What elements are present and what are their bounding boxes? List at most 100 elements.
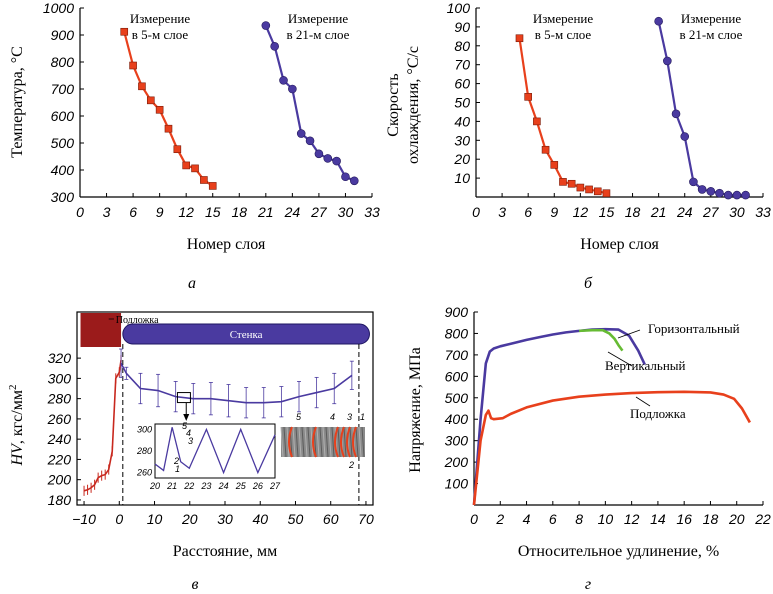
data-point	[550, 161, 559, 169]
annotation-line2: в 21-м слое	[680, 27, 743, 42]
x-tick-label: 3	[103, 204, 111, 220]
data-point	[732, 190, 742, 200]
series-line-1	[472, 327, 646, 506]
data-point	[305, 136, 315, 146]
y-tick-label: 200	[47, 472, 72, 488]
substrate-label: Подложка	[116, 315, 159, 326]
y-tick-label: 800	[51, 54, 75, 70]
x-tick-label: 12	[178, 204, 194, 220]
micrograph-texture	[361, 426, 365, 458]
y-tick-label: 300	[445, 433, 469, 449]
micrograph-line	[312, 426, 317, 458]
series-leader-3	[635, 396, 651, 407]
x-tick-label: 18	[703, 511, 719, 527]
series-line-2	[657, 20, 746, 197]
micrograph-texture	[337, 426, 341, 458]
data-point	[541, 145, 550, 154]
x-tick-label: 14	[650, 511, 666, 527]
inset-x-tick-label: 26	[252, 481, 263, 491]
micrograph-label: 5	[296, 412, 302, 422]
x-tick-label: 15	[599, 204, 615, 220]
y-tick-label: 180	[48, 492, 72, 508]
y-tick-label: 900	[445, 304, 469, 320]
data-point	[146, 96, 155, 105]
data-point	[663, 56, 672, 66]
data-point	[261, 21, 271, 30]
chart-c-hardness: −10 0 10 20 30 40 50 60 701802002202402602803003…	[7, 311, 374, 560]
wall-label: Стенка	[230, 329, 263, 341]
chart-a-temperature: 0 3 6 9 12 15 18 21 24 27 30 33 300 400 500 600 700 800 90…	[9, 0, 380, 253]
x-tick-label: 30	[729, 204, 745, 220]
y-tick-label: 900	[51, 27, 75, 43]
micrograph-texture	[283, 426, 287, 458]
x-tick-label: 12	[624, 511, 640, 527]
data-point	[129, 61, 137, 70]
data-point	[567, 179, 576, 188]
y-tick-label: 10	[454, 170, 470, 186]
data-point	[723, 190, 733, 200]
series-leader-2	[607, 351, 633, 367]
x-tick-label: 12	[573, 204, 589, 220]
y-tick-label: 700	[51, 81, 75, 97]
x-tick-label: 9	[550, 204, 558, 220]
y-tick-label: 800	[445, 325, 469, 341]
micrograph-texture	[280, 426, 284, 458]
y-tick-label: 40	[454, 113, 470, 129]
data-point	[155, 105, 164, 114]
data-point	[164, 124, 173, 133]
x-axis-label: Номер слоя	[187, 236, 266, 253]
x-axis-label: Расстояние, мм	[173, 543, 278, 560]
y-tick-label: 240	[47, 431, 72, 447]
series-label-2: Вертикальный	[605, 358, 686, 373]
micrograph-texture	[343, 426, 347, 458]
x-tick-label: 24	[676, 204, 693, 220]
data-point	[138, 82, 146, 91]
data-point	[296, 129, 306, 138]
x-tick-label: 22	[754, 511, 771, 527]
micrograph-line	[346, 426, 351, 458]
x-tick-label: 10	[147, 511, 163, 527]
data-point	[680, 132, 690, 141]
series-line-2	[264, 25, 355, 182]
data-point	[689, 177, 698, 187]
y-tick-label: 60	[454, 76, 470, 92]
x-tick-label: 21	[650, 204, 667, 220]
series-label-1: Горизонтальный	[648, 321, 740, 336]
x-tick-label: 21	[257, 204, 274, 220]
data-point	[314, 149, 324, 159]
inset-point-label: 1	[175, 464, 180, 474]
data-point	[200, 176, 208, 184]
y-tick-label: 600	[51, 108, 75, 124]
series-line-3	[472, 390, 751, 506]
data-point	[279, 76, 288, 85]
micrograph-texture	[319, 426, 323, 458]
data-point	[182, 161, 190, 170]
micrograph-texture	[349, 426, 353, 458]
x-tick-label: 8	[575, 511, 583, 527]
wall-bar	[122, 323, 370, 345]
micrograph-texture	[301, 426, 305, 458]
y-tick-label: 320	[48, 350, 72, 366]
data-point	[270, 42, 279, 51]
inset-series-line	[154, 427, 276, 475]
data-point	[350, 176, 359, 186]
series-line-substrate	[83, 360, 122, 492]
zoom-box	[176, 392, 191, 404]
data-point	[515, 34, 524, 43]
inset-x-tick-label: 27	[269, 481, 281, 491]
data-point	[602, 189, 611, 198]
x-tick-label: 4	[523, 511, 531, 527]
x-tick-label: 10	[598, 511, 614, 527]
chart-d-stress-strain: 0 2 4 6 8 10 12 14 16 18 20 22 100 200 300 400 500 600 700…	[407, 304, 771, 560]
annotation-line1: Измерение	[288, 11, 349, 26]
x-tick-label: 0	[470, 511, 478, 527]
inset-point-label: 2	[173, 456, 179, 466]
x-tick-label: 16	[676, 511, 692, 527]
data-point	[576, 183, 585, 192]
annotation-line1: Измерение	[533, 11, 594, 26]
data-point	[533, 117, 541, 126]
y-tick-label: 600	[445, 368, 469, 384]
y-axis-label: HV, кгс/мм2	[7, 385, 26, 467]
x-tick-label: 27	[310, 204, 328, 220]
inset-y-tick-label: 300	[137, 424, 152, 434]
